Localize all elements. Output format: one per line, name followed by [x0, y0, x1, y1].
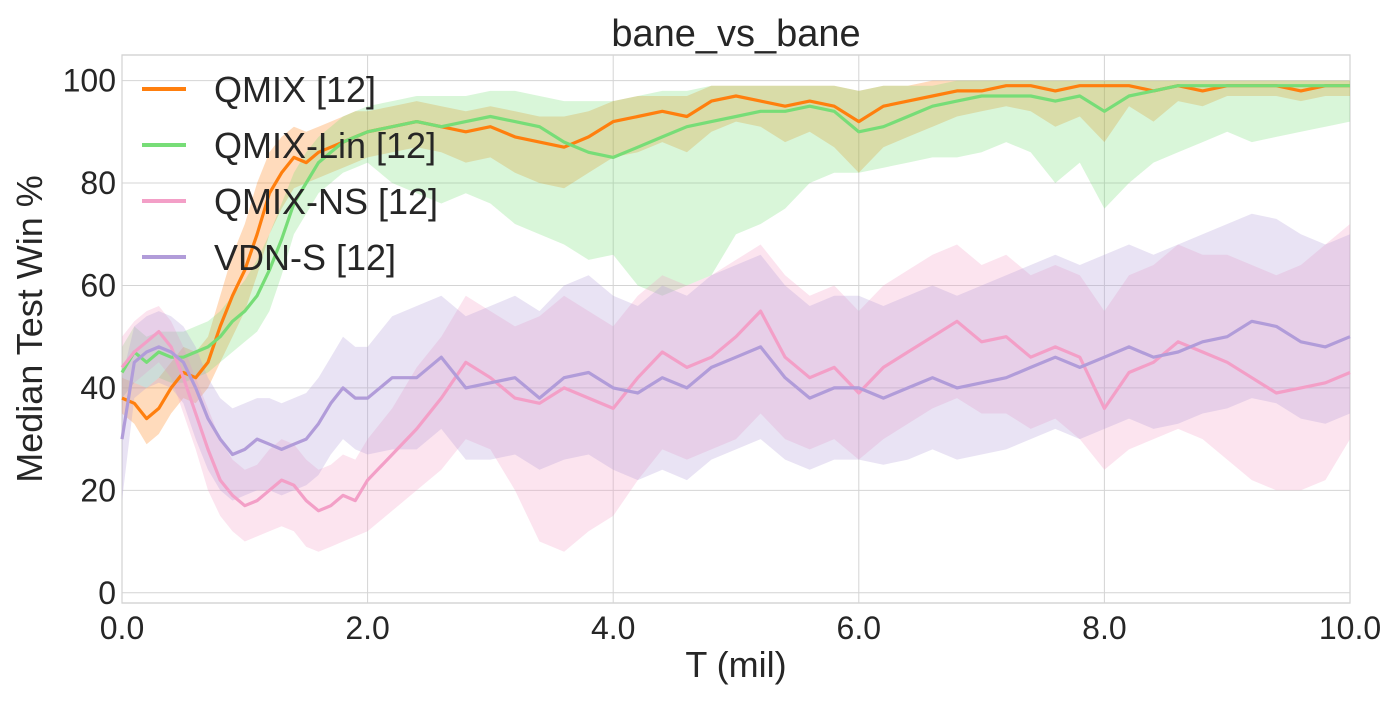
series-line [120, 309, 1351, 513]
y-tick-label: 20 [80, 472, 116, 508]
y-axis-label: Median Test Win % [9, 175, 50, 482]
series-line [120, 84, 1350, 374]
legend-label: VDN-S [12] [214, 237, 396, 278]
plot-area [121, 54, 1351, 604]
x-tick-label: 0.0 [100, 610, 144, 646]
series-line [121, 84, 1350, 421]
legend-label: QMIX-Lin [12] [214, 125, 436, 166]
chart-title: bane_vs_bane [611, 13, 860, 55]
series-band [122, 80, 1350, 399]
y-tick-label: 100 [63, 63, 116, 99]
y-tick-label: 80 [80, 165, 116, 201]
y-tick-label: 0 [98, 575, 116, 611]
legend: QMIX [12] QMIX-Lin [12] QMIX-NS [12] VDN-S … [142, 69, 438, 278]
tick-layer: 0.0 2.0 4.0 6.0 8.0 10.0 0 20 40 60 80 100 [63, 63, 1382, 646]
x-tick-label: 2.0 [345, 610, 389, 646]
y-tick-label: 40 [80, 370, 116, 406]
grid-layer [121, 55, 1351, 603]
x-tick-label: 6.0 [837, 610, 881, 646]
series-band [122, 224, 1350, 552]
x-tick-label: 4.0 [591, 610, 635, 646]
x-axis-label: T (mil) [685, 644, 786, 685]
line-layer [120, 84, 1351, 513]
series-line [120, 319, 1351, 457]
legend-label: QMIX-NS [12] [214, 181, 438, 222]
legend-label: QMIX [12] [214, 69, 376, 110]
x-tick-label: 8.0 [1082, 610, 1126, 646]
y-tick-label: 60 [80, 267, 116, 303]
x-tick-label: 10.0 [1319, 610, 1381, 646]
